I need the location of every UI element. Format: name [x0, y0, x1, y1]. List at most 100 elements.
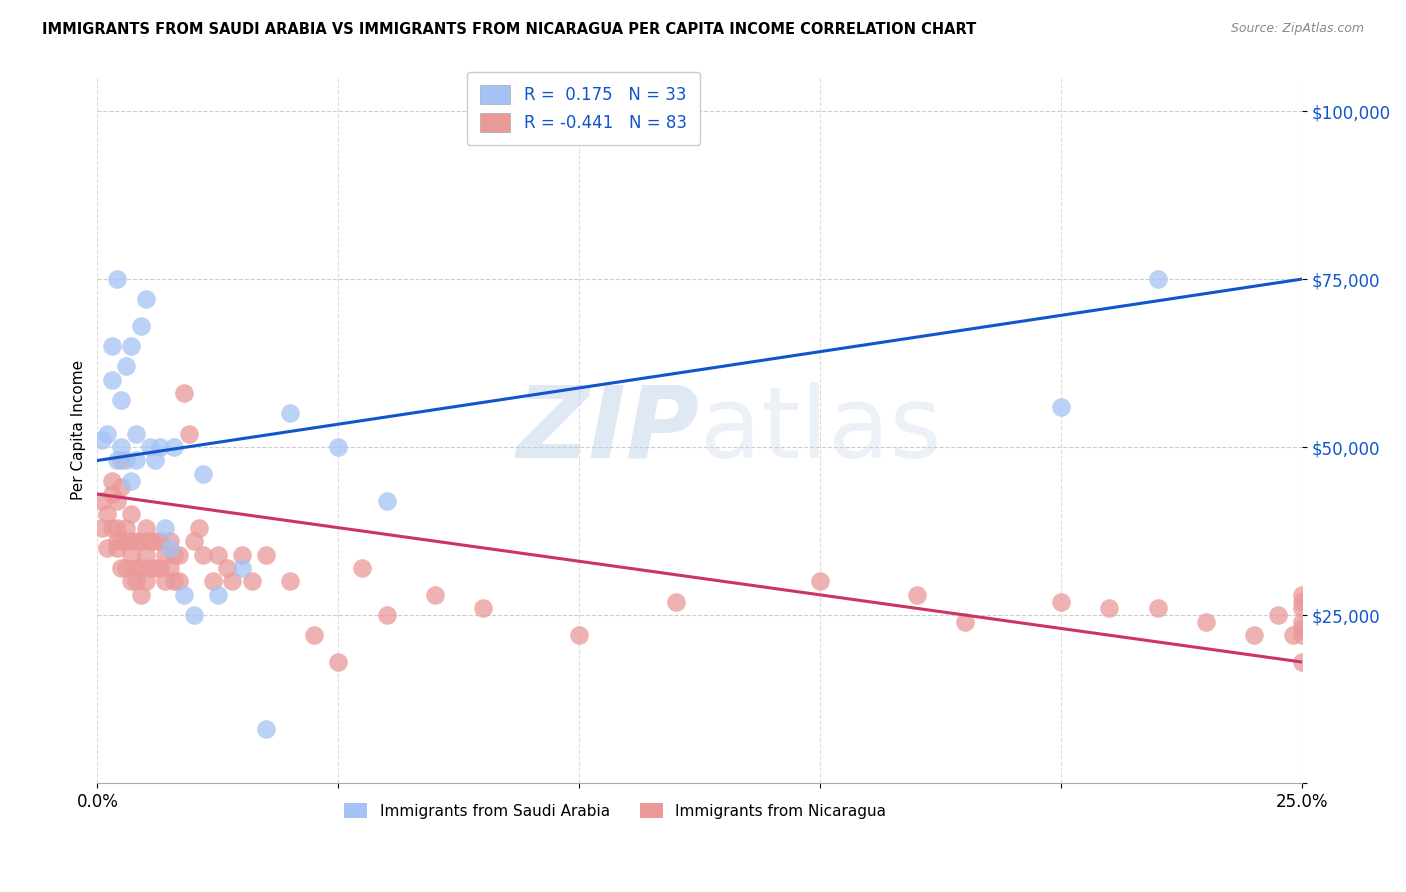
Point — [231, 548, 253, 562]
Point — [125, 426, 148, 441]
Point — [183, 534, 205, 549]
Point — [905, 588, 928, 602]
Point — [375, 608, 398, 623]
Point — [1291, 628, 1313, 642]
Point — [1243, 628, 1265, 642]
Point — [143, 453, 166, 467]
Point — [207, 588, 229, 602]
Point — [187, 521, 209, 535]
Point — [217, 561, 239, 575]
Point — [101, 487, 124, 501]
Point — [375, 493, 398, 508]
Text: Source: ZipAtlas.com: Source: ZipAtlas.com — [1230, 22, 1364, 36]
Point — [143, 534, 166, 549]
Point — [254, 548, 277, 562]
Point — [149, 534, 172, 549]
Point — [125, 561, 148, 575]
Text: atlas: atlas — [700, 382, 942, 479]
Point — [115, 453, 138, 467]
Point — [193, 548, 215, 562]
Point — [139, 534, 162, 549]
Point — [278, 406, 301, 420]
Point — [328, 440, 350, 454]
Point — [129, 534, 152, 549]
Point — [1267, 608, 1289, 623]
Point — [91, 493, 114, 508]
Point — [231, 561, 253, 575]
Point — [221, 574, 243, 589]
Point — [120, 339, 142, 353]
Point — [159, 541, 181, 555]
Point — [169, 574, 191, 589]
Text: IMMIGRANTS FROM SAUDI ARABIA VS IMMIGRANTS FROM NICARAGUA PER CAPITA INCOME CORR: IMMIGRANTS FROM SAUDI ARABIA VS IMMIGRAN… — [42, 22, 976, 37]
Point — [1291, 655, 1313, 669]
Point — [120, 534, 142, 549]
Point — [153, 574, 176, 589]
Point — [115, 359, 138, 374]
Point — [352, 561, 374, 575]
Point — [139, 561, 162, 575]
Point — [183, 608, 205, 623]
Point — [105, 493, 128, 508]
Point — [1146, 272, 1168, 286]
Point — [96, 508, 118, 522]
Point — [423, 588, 446, 602]
Point — [135, 292, 157, 306]
Point — [254, 723, 277, 737]
Point — [91, 434, 114, 448]
Point — [202, 574, 225, 589]
Point — [953, 615, 976, 629]
Point — [808, 574, 831, 589]
Y-axis label: Per Capita Income: Per Capita Income — [72, 360, 86, 500]
Point — [163, 440, 186, 454]
Point — [1291, 622, 1313, 636]
Point — [328, 655, 350, 669]
Point — [101, 339, 124, 353]
Point — [665, 594, 688, 608]
Point — [163, 548, 186, 562]
Point — [169, 548, 191, 562]
Point — [159, 534, 181, 549]
Point — [129, 319, 152, 334]
Point — [1146, 601, 1168, 615]
Point — [125, 534, 148, 549]
Point — [105, 541, 128, 555]
Point — [302, 628, 325, 642]
Point — [115, 561, 138, 575]
Point — [120, 474, 142, 488]
Point — [125, 453, 148, 467]
Point — [101, 474, 124, 488]
Point — [110, 534, 132, 549]
Point — [1291, 594, 1313, 608]
Point — [101, 521, 124, 535]
Point — [568, 628, 591, 642]
Point — [1291, 601, 1313, 615]
Point — [129, 561, 152, 575]
Point — [278, 574, 301, 589]
Point — [240, 574, 263, 589]
Point — [1291, 615, 1313, 629]
Point — [207, 548, 229, 562]
Point — [1098, 601, 1121, 615]
Point — [153, 548, 176, 562]
Point — [149, 561, 172, 575]
Point — [105, 272, 128, 286]
Point — [135, 574, 157, 589]
Point — [135, 548, 157, 562]
Point — [105, 534, 128, 549]
Point — [177, 426, 200, 441]
Point — [105, 453, 128, 467]
Point — [1291, 588, 1313, 602]
Point — [91, 521, 114, 535]
Point — [110, 440, 132, 454]
Point — [115, 521, 138, 535]
Point — [163, 574, 186, 589]
Point — [1050, 400, 1073, 414]
Point — [125, 574, 148, 589]
Point — [110, 453, 132, 467]
Point — [471, 601, 494, 615]
Point — [129, 588, 152, 602]
Point — [135, 521, 157, 535]
Point — [1050, 594, 1073, 608]
Point — [105, 521, 128, 535]
